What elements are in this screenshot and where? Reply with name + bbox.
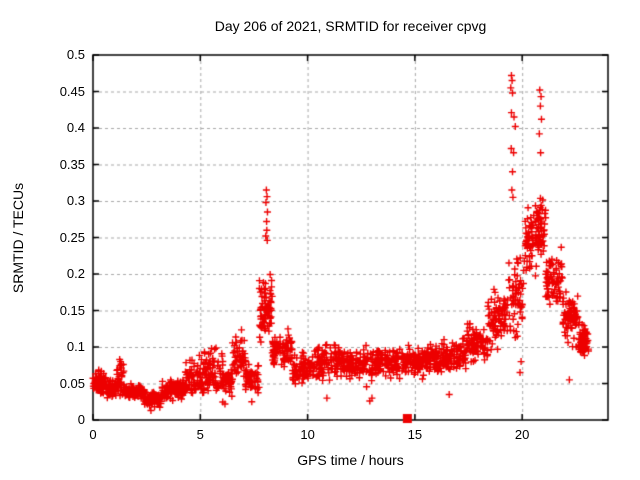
y-tick-label: 0.3 [66, 193, 85, 208]
x-tick-label: 0 [89, 427, 97, 442]
y-tick-label: 0.45 [59, 83, 85, 99]
x-tick-label: 20 [514, 427, 530, 442]
x-axis-label: GPS time / hours [297, 452, 404, 468]
chart-title: Day 206 of 2021, SRMTID for receiver cpv… [214, 18, 487, 34]
y-tick-label: 0.05 [59, 375, 85, 391]
y-tick-label: 0 [77, 412, 85, 427]
x-tick-label: 10 [300, 427, 315, 442]
y-tick-label: 0.1 [66, 339, 85, 354]
y-tick-label: 0.2 [66, 266, 85, 281]
y-tick-label: 0.25 [59, 229, 85, 245]
y-tick-label: 0.5 [66, 47, 85, 62]
x-tick-label: 5 [196, 427, 204, 442]
y-tick-label: 0.15 [59, 302, 85, 318]
y-tick-label: 0.35 [59, 156, 85, 172]
y-tick-label: 0.4 [66, 120, 85, 135]
x-tick-label: 15 [407, 427, 423, 442]
